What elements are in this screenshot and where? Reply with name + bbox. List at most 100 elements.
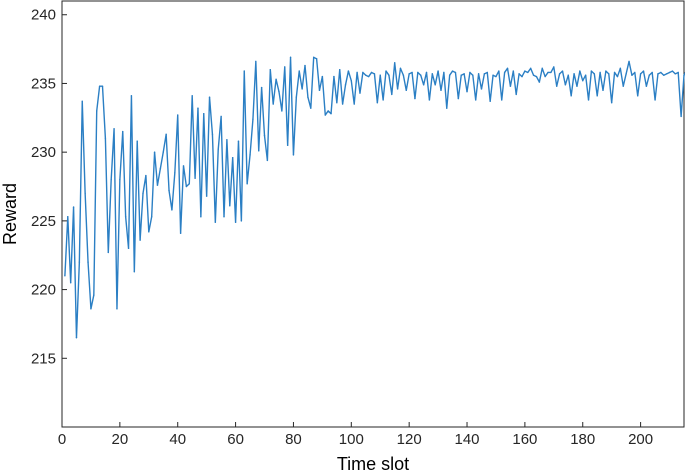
data-point bbox=[194, 177, 196, 179]
data-point bbox=[501, 99, 503, 101]
data-point bbox=[376, 101, 379, 104]
data-point bbox=[263, 134, 266, 137]
data-point bbox=[231, 156, 234, 159]
data-point bbox=[362, 71, 364, 74]
data-point bbox=[370, 71, 373, 74]
data-point bbox=[84, 192, 86, 195]
data-point bbox=[625, 73, 627, 75]
data-point bbox=[272, 103, 274, 105]
y-axis-label: Reward bbox=[0, 183, 20, 245]
data-point bbox=[113, 128, 115, 130]
data-point bbox=[506, 67, 509, 70]
data-point bbox=[451, 70, 454, 72]
data-point bbox=[153, 151, 156, 153]
data-point bbox=[260, 86, 263, 89]
data-point bbox=[133, 271, 136, 273]
data-point bbox=[677, 71, 679, 74]
data-point bbox=[72, 206, 75, 208]
data-point bbox=[613, 71, 616, 74]
data-point bbox=[255, 60, 257, 63]
data-point bbox=[593, 73, 596, 75]
data-point bbox=[356, 71, 358, 74]
data-point bbox=[619, 67, 622, 70]
data-point bbox=[579, 70, 581, 72]
data-point bbox=[67, 216, 69, 218]
data-point bbox=[78, 261, 81, 263]
data-point bbox=[483, 73, 486, 75]
data-point bbox=[266, 159, 269, 162]
data-point bbox=[570, 95, 572, 97]
data-point bbox=[191, 95, 193, 97]
y-tick-label: 215 bbox=[31, 350, 56, 367]
data-point bbox=[405, 89, 407, 92]
data-point bbox=[240, 220, 243, 222]
data-point bbox=[145, 174, 147, 177]
data-point bbox=[538, 81, 541, 83]
data-point bbox=[136, 140, 138, 142]
data-point bbox=[211, 133, 214, 135]
data-point bbox=[590, 70, 593, 72]
data-point bbox=[674, 73, 677, 75]
data-point bbox=[64, 275, 66, 277]
y-tick-label: 235 bbox=[31, 75, 56, 92]
data-point bbox=[437, 70, 439, 72]
x-tick-label: 160 bbox=[512, 431, 537, 448]
data-point bbox=[243, 70, 245, 72]
data-point bbox=[558, 73, 561, 75]
data-point bbox=[634, 71, 636, 74]
data-point bbox=[269, 69, 271, 71]
data-point bbox=[414, 97, 416, 100]
data-point bbox=[518, 73, 520, 75]
data-point bbox=[584, 74, 587, 76]
y-tick-label: 240 bbox=[31, 7, 56, 24]
data-point bbox=[529, 67, 532, 70]
data-point bbox=[234, 221, 237, 223]
data-point bbox=[148, 231, 150, 233]
data-point bbox=[312, 56, 315, 59]
data-point bbox=[596, 95, 598, 97]
data-point bbox=[286, 144, 289, 146]
data-point bbox=[119, 178, 121, 181]
data-point bbox=[382, 99, 384, 101]
data-point bbox=[420, 74, 422, 76]
data-point bbox=[402, 74, 405, 76]
data-point bbox=[544, 75, 546, 78]
data-point bbox=[472, 74, 474, 76]
data-point bbox=[185, 185, 188, 188]
data-point bbox=[365, 74, 367, 76]
data-point bbox=[466, 91, 468, 93]
x-tick-label: 180 bbox=[570, 431, 595, 448]
x-tick-label: 200 bbox=[628, 431, 653, 448]
data-point bbox=[177, 114, 179, 116]
x-axis: 0 20 40 60 80 100 120 140 160 180 200 bbox=[58, 422, 653, 448]
data-point bbox=[660, 71, 662, 74]
data-point bbox=[284, 66, 286, 68]
data-point bbox=[226, 139, 228, 141]
data-point bbox=[394, 62, 396, 64]
data-point bbox=[127, 247, 130, 250]
data-point bbox=[576, 85, 578, 87]
data-point bbox=[628, 60, 630, 63]
data-point bbox=[503, 71, 506, 74]
data-point bbox=[608, 73, 610, 75]
data-point bbox=[150, 216, 153, 218]
data-point bbox=[87, 261, 89, 263]
data-point bbox=[622, 85, 624, 87]
x-axis-label: Time slot bbox=[337, 454, 409, 473]
data-point bbox=[547, 71, 549, 74]
data-point bbox=[278, 91, 280, 93]
data-point bbox=[182, 165, 185, 167]
data-point bbox=[69, 282, 72, 284]
data-point bbox=[104, 137, 107, 140]
data-point bbox=[217, 148, 219, 151]
y-tick-label: 220 bbox=[31, 282, 56, 299]
data-point bbox=[324, 114, 326, 116]
data-point bbox=[339, 69, 341, 71]
data-point bbox=[330, 112, 332, 115]
data-point bbox=[448, 74, 451, 76]
data-point bbox=[347, 70, 350, 72]
data-point bbox=[668, 71, 671, 74]
data-point bbox=[165, 133, 167, 135]
data-point bbox=[527, 71, 529, 74]
data-point bbox=[359, 92, 361, 94]
